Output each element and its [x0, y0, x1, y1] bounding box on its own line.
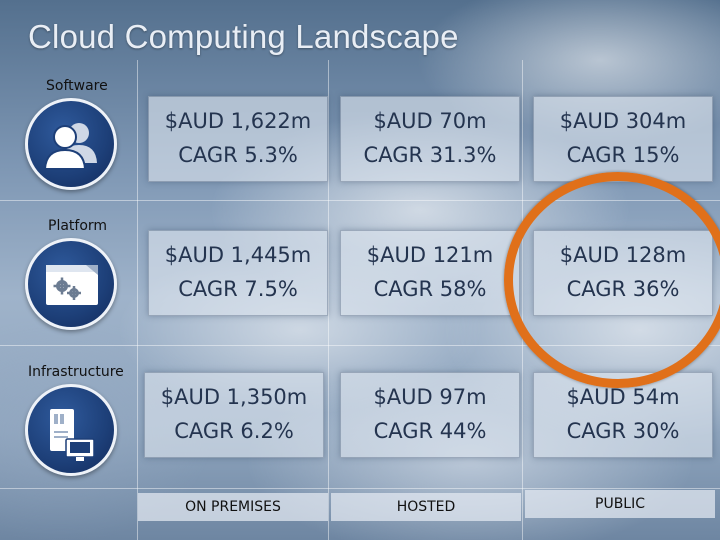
cagr-value: CAGR 5.3% [178, 143, 298, 167]
cell-infrastructure-hosted: $AUD 97m CAGR 44% [340, 372, 520, 458]
amount-value: $AUD 121m [366, 243, 494, 267]
server-monitor-icon [25, 384, 117, 476]
cagr-value: CAGR 30% [566, 419, 680, 443]
cell-platform-hosted: $AUD 121m CAGR 58% [340, 230, 520, 316]
grid-line [0, 345, 720, 346]
grid-line [137, 60, 138, 540]
amount-value: $AUD 1,445m [164, 243, 312, 267]
cagr-value: CAGR 58% [373, 277, 487, 301]
cell-software-public: $AUD 304m CAGR 15% [533, 96, 713, 182]
grid-line [0, 200, 720, 201]
column-label-hosted: HOSTED [331, 493, 521, 521]
page-title: Cloud Computing Landscape [28, 18, 459, 55]
amount-value: $AUD 1,622m [164, 109, 312, 133]
column-label-public: PUBLIC [525, 490, 715, 518]
cagr-value: CAGR 44% [373, 419, 487, 443]
cagr-value: CAGR 15% [566, 143, 680, 167]
amount-value: $AUD 97m [373, 385, 487, 409]
amount-value: $AUD 1,350m [160, 385, 308, 409]
column-label-on-premises: ON PREMISES [138, 493, 328, 521]
gears-window-icon [25, 238, 117, 330]
cell-infrastructure-on-premises: $AUD 1,350m CAGR 6.2% [144, 372, 324, 458]
cell-software-on-premises: $AUD 1,622m CAGR 5.3% [148, 96, 328, 182]
row-label-infrastructure: Infrastructure [28, 364, 124, 380]
cagr-value: CAGR 31.3% [363, 143, 497, 167]
row-label-platform: Platform [48, 218, 108, 234]
amount-value: $AUD 304m [559, 109, 687, 133]
amount-value: $AUD 54m [566, 385, 680, 409]
grid-line [0, 488, 720, 489]
users-icon [25, 98, 117, 190]
cagr-value: CAGR 7.5% [178, 277, 298, 301]
highlight-circle [504, 172, 720, 388]
amount-value: $AUD 70m [373, 109, 487, 133]
cagr-value: CAGR 6.2% [174, 419, 294, 443]
grid-line [328, 60, 329, 540]
cell-platform-on-premises: $AUD 1,445m CAGR 7.5% [148, 230, 328, 316]
cell-infrastructure-public: $AUD 54m CAGR 30% [533, 372, 713, 458]
row-label-software: Software [46, 78, 108, 94]
cell-software-hosted: $AUD 70m CAGR 31.3% [340, 96, 520, 182]
